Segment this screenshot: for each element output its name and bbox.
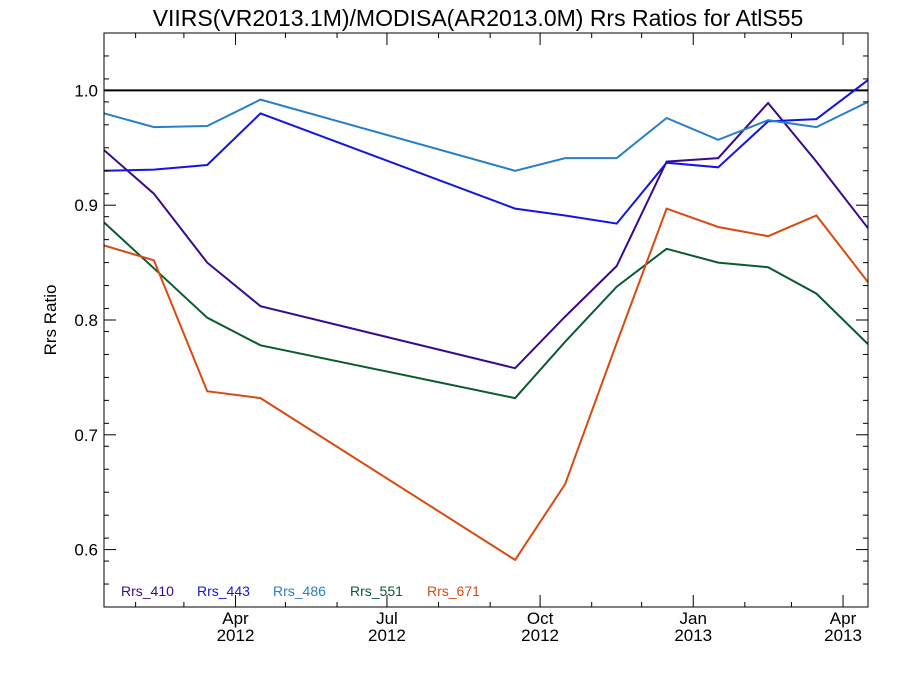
x-tick-month-label: Apr [222, 609, 249, 628]
series-line-rrs-443 [104, 79, 868, 225]
legend-label-rrs-671: Rrs_671 [427, 583, 480, 599]
x-tick-year-label: 2012 [521, 626, 559, 645]
x-tick-year-label: 2013 [824, 626, 862, 645]
x-tick-month-label: Oct [527, 609, 554, 628]
legend-label-rrs-486: Rrs_486 [273, 583, 326, 599]
series-line-rrs-551 [104, 221, 868, 400]
x-tick-month-label: Jan [680, 609, 707, 628]
y-tick-label: 0.8 [74, 311, 98, 330]
y-axis-label: Rrs Ratio [41, 285, 60, 356]
x-tick-month-label: Apr [830, 609, 857, 628]
x-tick-month-label: Jul [376, 609, 398, 628]
series-line-rrs-410 [104, 101, 868, 370]
y-tick-label: 0.7 [74, 426, 98, 445]
y-tick-label: 0.9 [74, 196, 98, 215]
chart-title: VIIRS(VR2013.1M)/MODISA(AR2013.0M) Rrs R… [153, 5, 804, 31]
legend-label-rrs-443: Rrs_443 [197, 583, 250, 599]
x-tick-year-label: 2012 [368, 626, 406, 645]
x-tick-year-label: 2012 [217, 626, 255, 645]
y-tick-label: 0.6 [74, 541, 98, 560]
series-line-rrs-486 [104, 98, 868, 172]
x-tick-year-label: 2013 [674, 626, 712, 645]
legend-label-rrs-410: Rrs_410 [121, 583, 174, 599]
legend-label-rrs-551: Rrs_551 [350, 583, 403, 599]
series-line-rrs-671 [104, 207, 868, 562]
y-tick-label: 1.0 [74, 81, 98, 100]
